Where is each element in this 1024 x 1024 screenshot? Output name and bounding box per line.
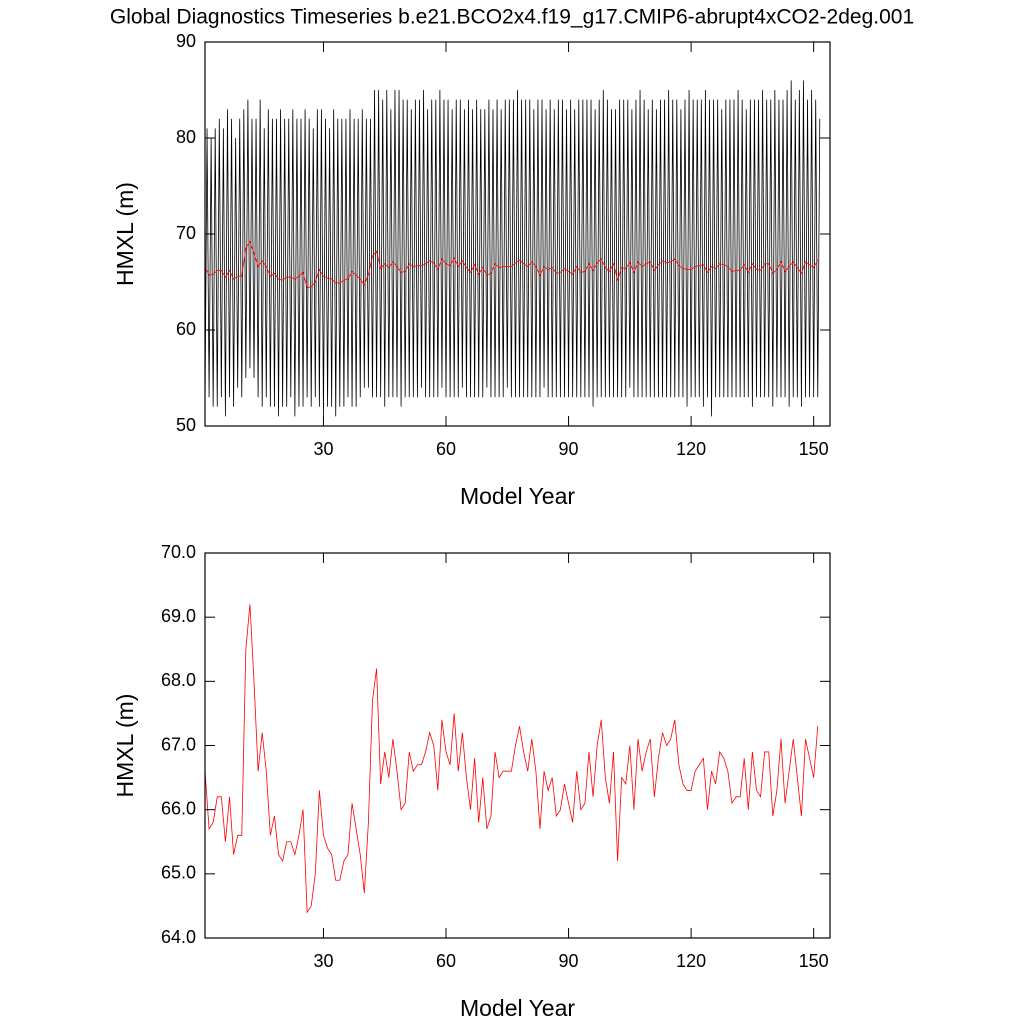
- y-tick-label: 69.0: [161, 606, 196, 626]
- y-tick-label: 65.0: [161, 863, 196, 883]
- x-tick-label: 90: [559, 951, 579, 971]
- data-line: [204, 604, 819, 914]
- x-tick-label: 120: [676, 951, 706, 971]
- y-tick-label: 90: [176, 31, 196, 51]
- x-axis-label: Model Year: [460, 995, 575, 1021]
- x-tick-label: 60: [436, 439, 456, 459]
- y-tick-label: 70.0: [161, 542, 196, 562]
- data-line: [204, 240, 819, 289]
- x-tick-label: 60: [436, 951, 456, 971]
- x-tick-label: 30: [313, 439, 333, 459]
- x-tick-label: 90: [559, 439, 579, 459]
- y-tick-label: 60: [176, 319, 196, 339]
- data-line: [204, 80, 821, 417]
- y-tick-label: 67.0: [161, 734, 196, 754]
- x-tick-label: 150: [799, 951, 829, 971]
- y-tick-label: 68.0: [161, 670, 196, 690]
- x-tick-label: 30: [313, 951, 333, 971]
- x-tick-label: 150: [799, 439, 829, 459]
- figure-title: Global Diagnostics Timeseries b.e21.BCO2…: [110, 6, 914, 29]
- x-tick-label: 120: [676, 439, 706, 459]
- y-tick-label: 70: [176, 223, 196, 243]
- y-axis-label: HMXL (m): [112, 182, 138, 286]
- y-tick-label: 64.0: [161, 927, 196, 947]
- y-tick-label: 66.0: [161, 798, 196, 818]
- y-tick-label: 80: [176, 127, 196, 147]
- plot-frame: [204, 552, 831, 939]
- x-axis-label: Model Year: [460, 483, 575, 509]
- y-tick-label: 50: [176, 415, 196, 435]
- y-axis-label: HMXL (m): [112, 694, 138, 798]
